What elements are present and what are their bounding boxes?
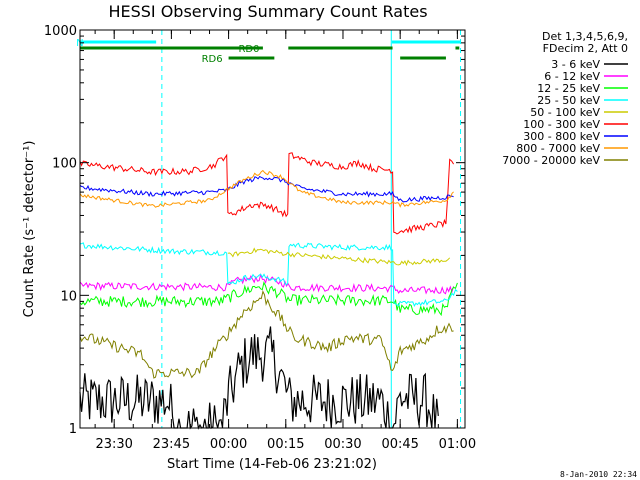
legend-entry-label: 300 - 800 keV — [523, 130, 600, 143]
legend-entry-label: 100 - 300 keV — [523, 118, 600, 131]
x-tick-label: 01:00 — [439, 437, 476, 452]
series-line — [79, 169, 454, 208]
legend-entry-label: 3 - 6 keV — [551, 58, 600, 71]
legend-entry-label: 7000 - 20000 keV — [502, 154, 600, 167]
chart-title: HESSI Observing Summary Count Rates — [108, 2, 427, 21]
y-axis: 1 10 100 1000 — [44, 24, 465, 437]
legend-entry-label: 800 - 7000 keV — [516, 142, 600, 155]
plot-frame — [79, 29, 466, 429]
x-tick-label: 00:00 — [210, 437, 247, 452]
flag-bar-label: RD0 — [238, 44, 259, 55]
x-tick-label: 00:15 — [267, 437, 304, 452]
series-line — [79, 326, 439, 430]
series-line — [79, 273, 455, 295]
series-line — [79, 152, 455, 235]
x-tick-label: 23:30 — [95, 437, 132, 452]
y-tick-label: 1 — [69, 422, 77, 437]
legend: Det 1,3,4,5,6,9,FDecim 2, Att 0 3 - 6 keV… — [502, 30, 628, 167]
legend-entry-label: 6 - 12 keV — [544, 70, 600, 83]
x-tick-label: 23:45 — [153, 437, 190, 452]
x-tick-label: 00:30 — [324, 437, 361, 452]
vertical-markers — [79, 30, 462, 428]
series-line — [79, 281, 458, 317]
x-axis: 23:30 23:45 00:00 00:15 00:30 00:45 01:00 — [94, 30, 476, 452]
legend-header: FDecim 2, Att 0 — [543, 42, 628, 55]
x-axis-label: Start Time (14-Feb-06 23:21:02) — [167, 457, 377, 472]
series-line — [227, 247, 451, 267]
series-line — [79, 242, 458, 308]
series-line — [79, 289, 454, 379]
y-axis-label: Count Rate (s⁻¹ detector⁻¹) — [22, 141, 37, 318]
x-tick-label: 00:45 — [381, 437, 418, 452]
legend-header: Det 1,3,4,5,6,9, — [542, 30, 628, 43]
y-tick-label: 10 — [60, 289, 77, 304]
series-lines — [79, 152, 458, 430]
legend-entry-label: 12 - 25 keV — [537, 82, 600, 95]
series-line — [79, 175, 454, 203]
legend-entry-label: 25 - 50 keV — [537, 94, 600, 107]
legend-entry-label: 50 - 100 keV — [530, 106, 600, 119]
y-tick-label: 100 — [52, 157, 77, 172]
y-tick-label: 1000 — [44, 24, 77, 39]
generation-timestamp: 8-Jan-2010 22:34 — [560, 470, 637, 479]
flag-bar-label: RD6 — [202, 54, 223, 65]
